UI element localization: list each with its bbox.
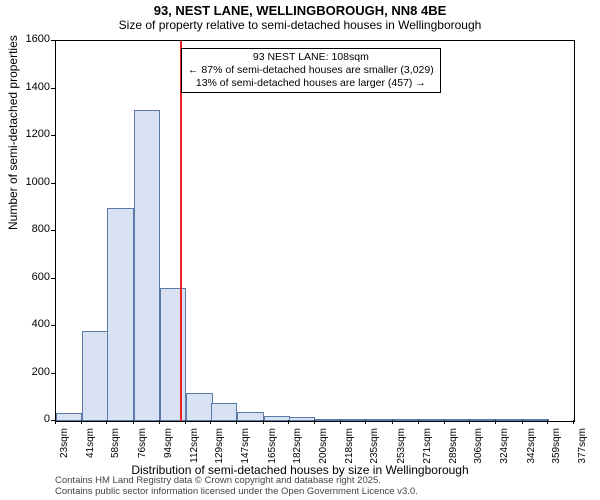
xtick bbox=[159, 420, 160, 424]
histogram-bar bbox=[264, 416, 290, 421]
chart-container: 93, NEST LANE, WELLINGBOROUGH, NN8 4BE S… bbox=[0, 0, 600, 500]
ytick bbox=[51, 278, 55, 279]
histogram-bar bbox=[470, 419, 496, 421]
ytick bbox=[51, 373, 55, 374]
ytick-label: 400 bbox=[10, 318, 50, 330]
histogram-bar bbox=[211, 403, 237, 421]
info-box-line1: 93 NEST LANE: 108sqm bbox=[188, 51, 434, 64]
ytick-label: 1400 bbox=[10, 81, 50, 93]
xtick bbox=[392, 420, 393, 424]
plot-area: 93 NEST LANE: 108sqm← 87% of semi-detach… bbox=[55, 40, 575, 422]
footer: Contains HM Land Registry data © Crown c… bbox=[55, 476, 418, 498]
xtick bbox=[133, 420, 134, 424]
histogram-bar bbox=[366, 419, 392, 421]
xtick bbox=[314, 420, 315, 424]
xtick bbox=[365, 420, 366, 424]
xtick bbox=[418, 420, 419, 424]
xtick bbox=[547, 420, 548, 424]
xtick bbox=[236, 420, 237, 424]
xtick bbox=[263, 420, 264, 424]
xtick bbox=[444, 420, 445, 424]
info-box: 93 NEST LANE: 108sqm← 87% of semi-detach… bbox=[181, 48, 441, 93]
ytick-label: 1600 bbox=[10, 33, 50, 45]
xtick bbox=[573, 420, 574, 424]
xtick bbox=[81, 420, 82, 424]
ytick bbox=[51, 135, 55, 136]
histogram-bar bbox=[419, 419, 445, 421]
ytick-label: 600 bbox=[10, 271, 50, 283]
xtick bbox=[210, 420, 211, 424]
xtick bbox=[185, 420, 186, 424]
footer-line2: Contains public sector information licen… bbox=[55, 487, 418, 498]
xtick bbox=[106, 420, 107, 424]
histogram-bar bbox=[523, 419, 549, 421]
histogram-bar bbox=[237, 412, 263, 422]
histogram-bar bbox=[107, 208, 133, 421]
ytick bbox=[51, 88, 55, 89]
histogram-bar bbox=[56, 413, 82, 421]
histogram-bar bbox=[289, 417, 315, 421]
ytick bbox=[51, 183, 55, 184]
histogram-bar bbox=[496, 419, 522, 421]
xtick bbox=[340, 420, 341, 424]
xtick bbox=[55, 420, 56, 424]
xtick bbox=[522, 420, 523, 424]
info-box-line3: 13% of semi-detached houses are larger (… bbox=[188, 77, 434, 90]
ytick bbox=[51, 40, 55, 41]
ytick bbox=[51, 230, 55, 231]
histogram-bar bbox=[445, 419, 471, 421]
xtick bbox=[288, 420, 289, 424]
histogram-bar bbox=[393, 419, 419, 421]
xtick bbox=[495, 420, 496, 424]
histogram-bar bbox=[186, 393, 212, 422]
info-box-line2: ← 87% of semi-detached houses are smalle… bbox=[188, 64, 434, 77]
reference-line bbox=[180, 41, 182, 421]
chart-subtitle: Size of property relative to semi-detach… bbox=[0, 18, 600, 34]
ytick-label: 800 bbox=[10, 223, 50, 235]
ytick-label: 0 bbox=[10, 413, 50, 425]
histogram-bar bbox=[341, 419, 367, 421]
ytick-label: 1200 bbox=[10, 128, 50, 140]
histogram-bar bbox=[315, 419, 341, 421]
ytick-label: 1000 bbox=[10, 176, 50, 188]
chart-title: 93, NEST LANE, WELLINGBOROUGH, NN8 4BE bbox=[0, 0, 600, 18]
ytick-label: 200 bbox=[10, 366, 50, 378]
histogram-bar bbox=[82, 331, 108, 421]
xtick bbox=[469, 420, 470, 424]
ytick bbox=[51, 325, 55, 326]
histogram-bar bbox=[134, 110, 160, 421]
